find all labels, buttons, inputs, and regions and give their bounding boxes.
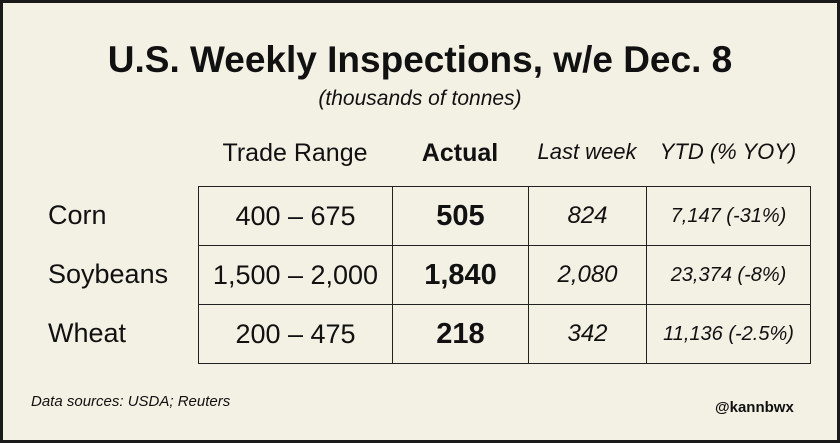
table-cell: 200 – 475 — [198, 304, 393, 364]
table-cell: 1,840 — [392, 245, 529, 305]
handle: @kannbwx — [715, 399, 794, 416]
table-cell: 400 – 675 — [198, 186, 393, 246]
row-label: Corn — [48, 200, 107, 230]
table-cell: 23,374 (-8%) — [646, 245, 811, 305]
table-row: 200 – 475 218 342 11,136 (-2.5%) — [198, 304, 811, 364]
column-header: Trade Range — [222, 139, 368, 167]
table-cell: 824 — [528, 186, 647, 246]
table-cell: 505 — [392, 186, 529, 246]
table-cell: 7,147 (-31%) — [646, 186, 811, 246]
column-header: Last week — [537, 139, 637, 164]
table-cell: 2,080 — [528, 245, 647, 305]
table-cell: 342 — [528, 304, 647, 364]
row-label: Wheat — [48, 318, 127, 348]
table-cell: 11,136 (-2.5%) — [646, 304, 811, 364]
title: U.S. Weekly Inspections, w/e Dec. 8 — [107, 39, 733, 80]
subtitle: (thousands of tonnes) — [318, 87, 522, 110]
source-note: Data sources: USDA; Reuters — [31, 393, 231, 410]
row-label: Soybeans — [48, 259, 169, 289]
table-cell: 1,500 – 2,000 — [198, 245, 393, 305]
data-table: 400 – 675 505 824 7,147 (-31%) 1,500 – 2,000… — [198, 186, 811, 364]
column-header: YTD (% YOY) — [659, 139, 797, 164]
table-cell: 218 — [392, 304, 529, 364]
column-header: Actual — [421, 139, 499, 167]
table-row: 400 – 675 505 824 7,147 (-31%) — [198, 186, 811, 246]
table-row: 1,500 – 2,000 1,840 2,080 23,374 (-8%) — [198, 245, 811, 305]
